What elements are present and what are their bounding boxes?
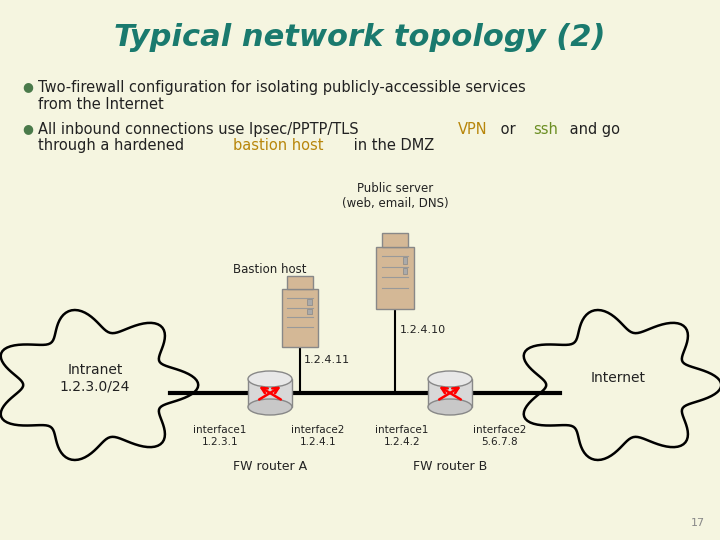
Text: or: or	[496, 122, 525, 137]
Text: 1.2.4.11: 1.2.4.11	[304, 355, 350, 365]
Text: and go: and go	[565, 122, 620, 137]
Text: ssh: ssh	[534, 122, 558, 137]
Text: Typical network topology (2): Typical network topology (2)	[114, 24, 606, 52]
Text: ●: ●	[22, 122, 33, 135]
Text: VPN: VPN	[458, 122, 487, 137]
Text: Intranet
1.2.3.0/24: Intranet 1.2.3.0/24	[60, 363, 130, 393]
Ellipse shape	[248, 371, 292, 387]
Text: 1.2.4.10: 1.2.4.10	[400, 325, 446, 335]
Ellipse shape	[428, 371, 472, 387]
Text: Public server
(web, email, DNS): Public server (web, email, DNS)	[342, 182, 449, 210]
Bar	[282, 289, 318, 347]
Bar	[382, 233, 408, 247]
FancyBboxPatch shape	[248, 379, 292, 407]
Text: ●: ●	[22, 80, 33, 93]
FancyBboxPatch shape	[428, 379, 472, 407]
Text: 17: 17	[691, 518, 705, 528]
Text: All inbound connections use Ipsec/PPTP/TLS: All inbound connections use Ipsec/PPTP/T…	[38, 122, 364, 137]
Ellipse shape	[428, 399, 472, 415]
Text: through a hardened: through a hardened	[38, 138, 189, 153]
Polygon shape	[1, 310, 198, 460]
Text: Internet: Internet	[590, 371, 646, 385]
Ellipse shape	[248, 399, 292, 415]
Text: interface2
5.6.7.8: interface2 5.6.7.8	[473, 425, 527, 447]
Text: FW router A: FW router A	[233, 460, 307, 473]
Bar	[402, 268, 408, 274]
Bar	[307, 308, 312, 314]
Text: interface1
1.2.3.1: interface1 1.2.3.1	[193, 425, 247, 447]
Text: FW router B: FW router B	[413, 460, 487, 473]
Text: Two-firewall configuration for isolating publicly-accessible services
from the I: Two-firewall configuration for isolating…	[38, 80, 526, 112]
Bar	[307, 299, 312, 305]
Bar	[287, 276, 312, 289]
Text: bastion host: bastion host	[233, 138, 323, 153]
Text: interface2
1.2.4.1: interface2 1.2.4.1	[292, 425, 345, 447]
Bar	[402, 257, 408, 264]
Text: in the DMZ: in the DMZ	[349, 138, 435, 153]
Polygon shape	[523, 310, 720, 460]
Text: Bastion host: Bastion host	[233, 263, 307, 276]
Bar	[376, 247, 414, 309]
Text: interface1
1.2.4.2: interface1 1.2.4.2	[375, 425, 428, 447]
